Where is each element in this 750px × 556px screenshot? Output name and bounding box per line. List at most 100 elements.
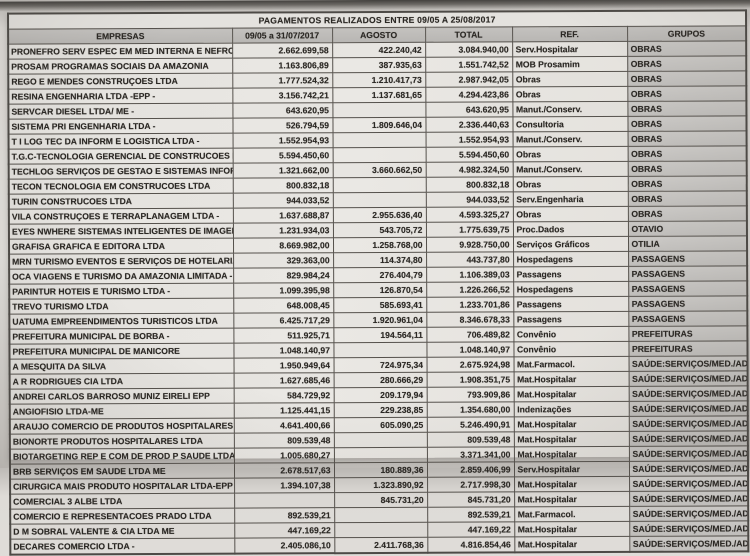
total-value-cell: 1.048.140,97 xyxy=(426,341,514,358)
ref-cell: Obras xyxy=(512,86,628,102)
agosto-value-cell xyxy=(332,177,426,193)
agosto-value-cell xyxy=(332,192,426,208)
column-header-grupos: GRUPOS xyxy=(627,25,747,42)
total-value-cell: 5.246.490,91 xyxy=(426,416,514,433)
periodo-value-cell xyxy=(234,492,335,509)
empresa-cell: VILA CONSTRUÇOES E TERRAPLANAGEM LTDA - xyxy=(8,208,233,225)
empresa-cell: T.G.C-TECNOLOGIA GERENCIAL DE CONSTRUCOE… xyxy=(8,148,233,165)
agosto-value-cell: 387.935,63 xyxy=(332,57,426,73)
ref-cell: Obras xyxy=(512,176,628,192)
ref-cell: Mat.Hospitalar xyxy=(514,536,630,553)
periodo-value-cell: 1.099.395,98 xyxy=(233,282,334,299)
table-row: DECARES COMERCIO LTDA -2.405.086,10 2.411… xyxy=(10,535,749,555)
grupo-cell: SAÚDE:SERVIÇOS/MED./ADM. xyxy=(629,520,749,537)
periodo-value-cell: 526.794,59 xyxy=(232,117,333,134)
empresa-cell: A R RODRIGUES CIA LTDA xyxy=(9,373,234,390)
empresa-cell: PRONEFRO SERV ESPEC EM MED INTERNA E NEF… xyxy=(8,43,233,60)
grupo-cell: SAÚDE:SERVIÇOS/MED./ADM. xyxy=(628,370,748,387)
agosto-value-cell: 1.920.961,04 xyxy=(333,312,427,328)
column-header-ref: REF. xyxy=(512,26,628,42)
ref-cell: MOB Prosamim xyxy=(512,56,628,72)
grupo-cell: OBRAS xyxy=(627,55,747,72)
grupo-cell: SAÚDE:SERVIÇOS/MED./ADM. xyxy=(629,535,749,552)
grupo-cell: PREFEITURAS xyxy=(628,325,748,342)
grupo-cell: OBRAS xyxy=(627,145,747,162)
column-header-periodo: 09/05 a 31/07/2017 xyxy=(232,27,333,44)
total-value-cell: 944.033,52 xyxy=(425,191,513,208)
empresa-cell: BRB SERVIÇOS EM SAUDE LTDA ME xyxy=(9,463,235,480)
grupo-cell: PREFEITURAS xyxy=(628,340,748,357)
total-value-cell: 1.226.266,52 xyxy=(426,281,514,298)
grupo-cell: OBRAS xyxy=(627,175,747,192)
agosto-value-cell xyxy=(332,132,426,148)
empresa-cell: TREVO TURISMO LTDA xyxy=(9,298,234,315)
periodo-value-cell: 648.008,45 xyxy=(233,297,334,314)
periodo-value-cell: 809.539,48 xyxy=(233,432,334,449)
periodo-value-cell: 1.637.688,87 xyxy=(232,207,333,224)
agosto-value-cell xyxy=(334,522,428,538)
periodo-value-cell: 892.539,21 xyxy=(234,507,335,524)
total-value-cell: 2.717.998,30 xyxy=(427,476,515,493)
agosto-value-cell xyxy=(332,147,426,163)
agosto-value-cell: 585.693,41 xyxy=(333,297,427,313)
grupo-cell: PASSAGENS xyxy=(628,310,748,327)
scanned-sheet: PAGAMENTOS REALIZADOS ENTRE 09/05 A 25/0… xyxy=(7,9,750,556)
periodo-value-cell: 1.005.680,27 xyxy=(233,447,334,464)
ref-cell: Proc.Dados xyxy=(512,221,628,237)
periodo-value-cell: 1.231.934,03 xyxy=(232,222,333,239)
empresa-cell: GRAFISA GRAFICA E EDITORA LTDA xyxy=(8,238,234,255)
periodo-value-cell: 4.641.400,66 xyxy=(233,417,334,434)
empresa-cell: TECON TECNOLOGIA EM CONSTRUCOES LTDA xyxy=(8,178,233,195)
total-value-cell: 2.987.942,05 xyxy=(425,71,513,88)
empresa-cell: ANGIOFISIO LTDA-ME xyxy=(9,403,234,420)
ref-cell: Mat.Hospitalar xyxy=(514,476,630,492)
agosto-value-cell: 3.660.662,50 xyxy=(332,162,426,178)
agosto-value-cell: 114.374,80 xyxy=(333,252,427,268)
total-value-cell: 2.336.440,63 xyxy=(425,116,513,133)
agosto-value-cell: 422.240,42 xyxy=(332,42,426,58)
grupo-cell: SAÚDE:SERVIÇOS/MED./ADM. xyxy=(628,460,749,477)
grupo-cell: OBRAS xyxy=(627,85,747,102)
empresa-cell: COMERCIO E REPRESENTACOES PRADO LTDA xyxy=(10,508,235,525)
periodo-value-cell: 1.048.140,97 xyxy=(233,342,334,359)
periodo-value-cell: 3.156.742,21 xyxy=(232,87,333,104)
empresa-cell: TURIN CONSTRUCOES LTDA xyxy=(8,193,233,210)
empresa-cell: BIOTARGETING REP E COM DE PROD P SAUDE L… xyxy=(9,448,234,465)
total-value-cell: 809.539,48 xyxy=(426,431,514,448)
grupo-cell: OBRAS xyxy=(627,205,747,222)
total-value-cell: 4.816.854,46 xyxy=(427,536,515,553)
empresa-cell: ARAUJO COMERCIO DE PRODUTOS HOSPITALARES… xyxy=(9,418,234,435)
ref-cell: Indenizações xyxy=(513,401,629,417)
agosto-value-cell: 2.955.636,40 xyxy=(332,207,426,223)
total-value-cell: 892.539,21 xyxy=(427,506,515,523)
ref-cell: Mat.Hospitalar xyxy=(514,521,630,537)
ref-cell: Mat.Hospitalar xyxy=(513,431,629,447)
total-value-cell: 9.928.750,00 xyxy=(425,236,514,253)
agosto-value-cell xyxy=(333,432,427,448)
total-value-cell: 3.084.940,00 xyxy=(425,41,513,58)
empresa-cell: EYES NWHERE SISTEMAS INTELIGENTES DE IMA… xyxy=(8,223,233,240)
periodo-value-cell: 944.033,52 xyxy=(232,192,333,209)
agosto-value-cell: 1.809.646,04 xyxy=(332,117,426,133)
grupo-cell: SAÚDE:SERVIÇOS/MED./ADM. xyxy=(628,400,748,417)
ref-cell: Consultoria xyxy=(512,116,628,132)
ref-cell: Mat.Hospitalar xyxy=(513,371,629,387)
empresa-cell: OCA VIAGENS E TURISMO DA AMAZONIA LIMITA… xyxy=(9,268,234,285)
grupo-cell: OBRAS xyxy=(627,70,747,87)
grupo-cell: PASSAGENS xyxy=(628,295,748,312)
total-value-cell: 1.552.954,93 xyxy=(425,131,513,148)
ref-cell: Mat.Hospitalar xyxy=(514,491,630,507)
total-value-cell: 1.106.389,03 xyxy=(426,266,514,283)
agosto-value-cell: 126.870,54 xyxy=(333,282,427,298)
empresa-cell: ANDREI CARLOS BARROSO MUNIZ EIRELI EPP xyxy=(9,388,234,405)
total-value-cell: 2.859.406,99 xyxy=(426,461,515,478)
agosto-value-cell xyxy=(332,102,426,118)
ref-cell: Convênio xyxy=(513,326,629,342)
total-value-cell: 800.832,18 xyxy=(425,176,513,193)
empresa-cell: BIONORTE PRODUTOS HOSPITALARES LTDA xyxy=(9,433,234,450)
grupo-cell: OBRAS xyxy=(627,160,747,177)
periodo-value-cell: 800.832,18 xyxy=(232,177,333,194)
agosto-value-cell: 724.975,34 xyxy=(333,357,427,373)
agosto-value-cell: 1.210.417,73 xyxy=(332,72,426,88)
ref-cell: Serv.Hospitalar xyxy=(513,461,630,477)
